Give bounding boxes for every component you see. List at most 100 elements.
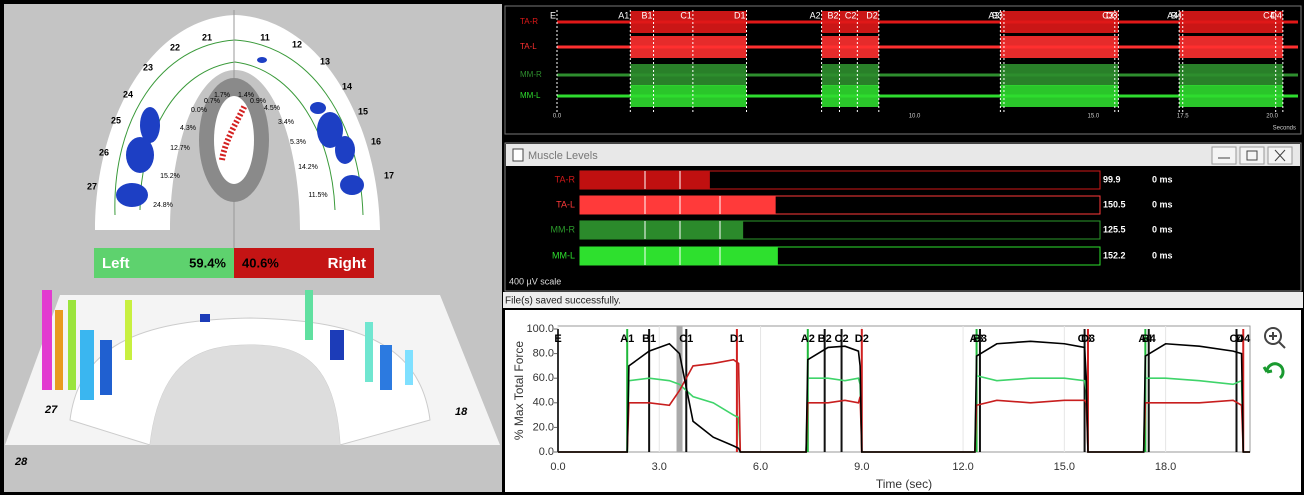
window-icon xyxy=(513,149,523,161)
window-title: Muscle Levels xyxy=(528,150,598,162)
emg-burst xyxy=(1000,11,1118,33)
x-tick-label: 0.0 xyxy=(550,461,565,473)
emg-burst xyxy=(1000,64,1118,86)
level-name: TA-L xyxy=(556,199,575,209)
tooth-number: 13 xyxy=(320,56,330,66)
event-label: A2 xyxy=(810,10,821,20)
emg-unit: Seconds xyxy=(1273,126,1296,132)
event-label: E xyxy=(550,10,556,20)
level-name: MM-R xyxy=(551,224,576,234)
tooth-percent: 24.8% xyxy=(153,202,173,209)
channel-label: MM-R xyxy=(520,70,542,79)
left-percent: 59.4% xyxy=(189,255,226,270)
screen: Left 59.4% 40.6% Right TA-RTA-LMM-RMM-LE… xyxy=(0,0,1304,495)
event-label: A2 xyxy=(801,333,815,345)
emg-burst xyxy=(630,64,746,86)
tooth-percent: 0.9% xyxy=(250,98,266,105)
event-label: D2 xyxy=(855,333,869,345)
status-text: File(s) saved successfully. xyxy=(505,296,621,307)
event-label: D4 xyxy=(1270,10,1282,20)
x-tick-label: 6.0 xyxy=(753,461,768,473)
event-label: A1 xyxy=(620,333,634,345)
event-label: C2 xyxy=(835,333,849,345)
tooth-percent: 12.7% xyxy=(170,145,190,152)
emg-burst xyxy=(822,36,879,58)
emg-burst xyxy=(822,85,879,107)
level-delay: 0 ms xyxy=(1152,250,1173,260)
tooth-number: 26 xyxy=(99,147,109,157)
y-tick-label: 40.0 xyxy=(533,397,554,409)
emg-tick-label: 10.0 xyxy=(909,114,921,120)
tooth-percent: 11.5% xyxy=(308,192,327,199)
tooth-number: 12 xyxy=(292,39,302,49)
y-tick-label: 20.0 xyxy=(533,421,554,433)
tooth-number: 22 xyxy=(170,42,180,52)
level-name: MM-L xyxy=(552,250,575,260)
tooth-number: 24 xyxy=(123,89,133,99)
event-label: D1 xyxy=(734,10,746,20)
tooth-number: 21 xyxy=(202,32,212,42)
minimize-button[interactable] xyxy=(1212,147,1236,164)
tooth-percent: 4.3% xyxy=(180,125,196,132)
level-value: 150.5 xyxy=(1103,199,1126,209)
event-label: B1 xyxy=(642,333,656,345)
maximize-button[interactable] xyxy=(1240,147,1264,164)
tooth-number: 25 xyxy=(111,115,121,125)
page: Left 59.4% 40.6% Right TA-RTA-LMM-RMM-LE… xyxy=(0,0,1304,495)
emg-burst xyxy=(1179,64,1283,86)
event-label: B4 xyxy=(1142,333,1157,345)
event-label: B2 xyxy=(827,10,838,20)
tooth-percent: 5.3% xyxy=(290,139,306,146)
x-tick-label: 12.0 xyxy=(952,461,973,473)
level-name: TA-R xyxy=(555,174,576,184)
event-label: A1 xyxy=(618,10,629,20)
emg-burst xyxy=(630,36,746,58)
channel-label: MM-L xyxy=(520,91,541,100)
event-label: C1 xyxy=(679,333,693,345)
emg-burst xyxy=(630,85,746,107)
emg-tick-label: 20.0 xyxy=(1266,114,1278,120)
level-value: 152.2 xyxy=(1103,250,1126,260)
tooth-number: 15 xyxy=(358,106,368,116)
right-percent: 40.6% xyxy=(242,255,279,270)
emg-burst xyxy=(1179,36,1283,58)
emg-burst xyxy=(1000,36,1118,58)
tooth-number-3d: 18 xyxy=(455,406,468,418)
x-tick-label: 3.0 xyxy=(652,461,667,473)
level-bar xyxy=(580,196,776,214)
level-delay: 0 ms xyxy=(1152,199,1173,209)
event-label: D3 xyxy=(1081,333,1095,345)
level-delay: 0 ms xyxy=(1152,174,1173,184)
tooth-number: 16 xyxy=(371,136,381,146)
y-tick-label: 80.0 xyxy=(533,348,554,360)
x-tick-label: 18.0 xyxy=(1155,461,1176,473)
tooth-number: 27 xyxy=(87,181,97,191)
event-label: D2 xyxy=(866,10,878,20)
level-delay: 0 ms xyxy=(1152,224,1173,234)
tooth-number-3d: 28 xyxy=(14,456,28,468)
tooth-percent: 3.4% xyxy=(278,119,294,126)
tooth-number: 11 xyxy=(260,32,270,42)
x-tick-label: 9.0 xyxy=(854,461,869,473)
y-axis-title: % Max Total Force xyxy=(512,341,526,440)
y-tick-label: 60.0 xyxy=(533,372,554,384)
tooth-number-3d: 27 xyxy=(44,404,58,416)
emg-tick-label: 0.0 xyxy=(553,114,562,120)
center-oval xyxy=(214,96,254,184)
event-label: D1 xyxy=(730,333,744,345)
level-bar xyxy=(580,247,778,265)
emg-tick-label: 15.0 xyxy=(1087,114,1099,120)
event-label: D3 xyxy=(1106,10,1118,20)
tooth-percent: 4.5% xyxy=(264,105,280,112)
x-tick-label: 15.0 xyxy=(1054,461,1075,473)
event-label: E xyxy=(554,333,561,345)
event-label: B2 xyxy=(818,333,832,345)
y-tick-label: 0.0 xyxy=(539,446,554,458)
status-bar xyxy=(503,292,1303,308)
y-tick-label: 100.0 xyxy=(526,323,554,335)
right-label: Right xyxy=(328,255,366,272)
event-label: B1 xyxy=(642,10,653,20)
level-value: 99.9 xyxy=(1103,174,1121,184)
event-label: B4 xyxy=(1171,10,1182,20)
event-label: C1 xyxy=(680,10,692,20)
